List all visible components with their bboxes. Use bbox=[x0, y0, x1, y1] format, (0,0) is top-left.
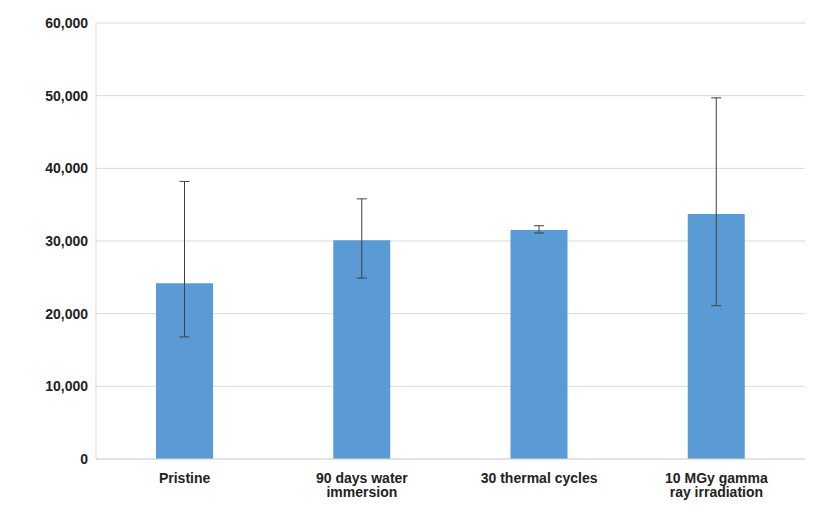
svg-text:10,000: 10,000 bbox=[45, 378, 88, 394]
svg-text:0: 0 bbox=[80, 451, 88, 467]
svg-text:90 days waterimmersion: 90 days waterimmersion bbox=[316, 470, 408, 500]
svg-text:50,000: 50,000 bbox=[45, 88, 88, 104]
svg-text:30 thermal cycles: 30 thermal cycles bbox=[481, 470, 598, 486]
svg-text:20,000: 20,000 bbox=[45, 306, 88, 322]
svg-text:60,000: 60,000 bbox=[45, 15, 88, 31]
svg-text:30,000: 30,000 bbox=[45, 233, 88, 249]
svg-text:10 MGy gammaray irradiation: 10 MGy gammaray irradiation bbox=[665, 470, 768, 500]
svg-text:Pristine: Pristine bbox=[159, 470, 211, 486]
svg-text:40,000: 40,000 bbox=[45, 160, 88, 176]
